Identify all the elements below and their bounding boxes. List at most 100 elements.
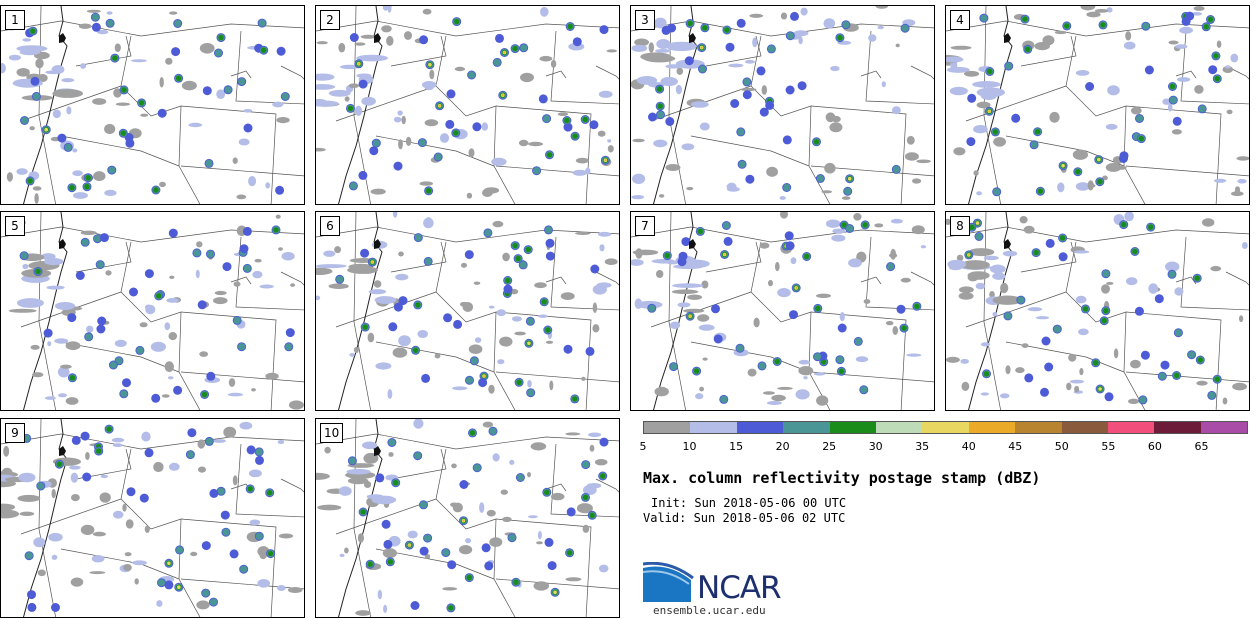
- convective-cell: [63, 142, 73, 152]
- reflectivity-echo: [47, 341, 52, 347]
- state-boundary: [353, 419, 371, 617]
- reflectivity-echo: [16, 298, 44, 308]
- reflectivity-echo: [855, 356, 869, 363]
- reflectivity-echo: [73, 192, 88, 199]
- reflectivity-echo: [459, 545, 473, 555]
- reflectivity-echo: [676, 67, 684, 75]
- reflectivity-echo: [798, 36, 803, 45]
- coastline: [653, 6, 698, 204]
- reflectivity-echo: [251, 388, 256, 392]
- reflectivity-echo: [338, 42, 346, 53]
- reflectivity-echo: [1130, 359, 1141, 369]
- reflectivity-echo: [992, 272, 1006, 280]
- reflectivity-echo: [695, 393, 704, 400]
- state-boundary: [810, 371, 934, 383]
- reflectivity-echo: [156, 600, 163, 607]
- reflectivity-echo: [357, 533, 364, 543]
- reflectivity-echo: [677, 302, 691, 308]
- convective-cell: [1135, 114, 1144, 123]
- reflectivity-echo: [1226, 109, 1233, 115]
- convective-cell: [1099, 316, 1109, 326]
- reflectivity-echo: [112, 443, 123, 448]
- reflectivity-echo: [771, 394, 786, 402]
- ensemble-member-panel: 4: [945, 5, 1250, 205]
- convective-cell: [782, 183, 792, 192]
- convective-cell: [518, 260, 528, 270]
- convective-cell: [459, 480, 469, 489]
- reflectivity-echo: [798, 366, 814, 376]
- puget-sound-echo: [374, 446, 381, 456]
- convective-cell: [483, 228, 493, 238]
- reflectivity-echo: [632, 138, 645, 143]
- reflectivity-echo: [777, 386, 793, 390]
- reflectivity-echo: [958, 292, 974, 300]
- reflectivity-echo: [228, 378, 236, 387]
- convective-cell: [655, 84, 665, 94]
- reflectivity-echo: [360, 34, 376, 39]
- convective-cell: [545, 238, 555, 248]
- state-boundary: [705, 241, 762, 273]
- convective-cell: [1073, 167, 1083, 177]
- reflectivity-echo: [1075, 295, 1087, 304]
- reflectivity-echo: [779, 196, 786, 200]
- convective-cell: [543, 325, 553, 335]
- reflectivity-echo: [632, 249, 659, 256]
- coastline: [968, 6, 1013, 204]
- reflectivity-echo: [1123, 41, 1136, 50]
- reflectivity-echo: [976, 191, 982, 196]
- reflectivity-echo: [316, 41, 328, 45]
- reflectivity-echo: [344, 547, 349, 554]
- state-boundary: [180, 105, 277, 204]
- state-boundary: [1005, 341, 1125, 373]
- convective-cell: [1004, 61, 1014, 71]
- reflectivity-echo: [89, 571, 106, 575]
- convective-cell: [472, 463, 482, 473]
- colorbar-segment: [1061, 422, 1108, 433]
- reflectivity-echo: [1074, 385, 1080, 393]
- state-boundary: [1175, 70, 1197, 79]
- state-boundary: [1, 226, 304, 243]
- reflectivity-echo: [355, 610, 371, 616]
- state-boundary: [1180, 236, 1249, 311]
- convective-cell: [222, 262, 232, 272]
- reflectivity-echo: [58, 393, 67, 398]
- state-boundary: [75, 448, 132, 480]
- reflectivity-echo: [489, 537, 503, 547]
- convective-cell: [1140, 350, 1150, 360]
- state-boundary: [1180, 30, 1249, 105]
- convective-cell: [1160, 360, 1170, 370]
- convective-cell: [765, 100, 775, 110]
- coastline: [338, 6, 383, 204]
- puget-sound-echo: [59, 446, 66, 456]
- reflectivity-echo: [466, 192, 473, 199]
- reflectivity-echo: [52, 109, 61, 119]
- convective-cell: [545, 251, 555, 261]
- colorbar-tick-label: 15: [729, 440, 744, 453]
- reflectivity-echo: [423, 217, 434, 229]
- reflectivity-echo: [354, 105, 363, 117]
- reflectivity-echo: [848, 258, 862, 268]
- reflectivity-echo: [1232, 382, 1247, 391]
- convective-cell: [647, 303, 657, 313]
- state-boundary: [353, 212, 371, 410]
- reflectivity-echo: [761, 85, 767, 95]
- convective-cell: [90, 12, 100, 22]
- reflectivity-echo: [1087, 180, 1094, 191]
- reflectivity-echo: [16, 168, 28, 175]
- reflectivity-echo: [1094, 9, 1109, 13]
- convective-cell: [815, 174, 825, 183]
- reflectivity-echo: [1126, 277, 1138, 286]
- convective-cell: [547, 561, 557, 571]
- convective-cell: [349, 33, 359, 42]
- reflectivity-echo: [839, 312, 845, 322]
- convective-cell: [360, 248, 370, 258]
- convective-cell: [265, 488, 275, 498]
- colorbar-tick-label: 45: [1008, 440, 1023, 453]
- reflectivity-echo: [80, 524, 95, 535]
- convective-cell: [1197, 104, 1207, 114]
- convective-cell: [200, 390, 210, 399]
- convective-cell: [1101, 306, 1111, 316]
- reflectivity-echo: [454, 66, 466, 72]
- reflectivity-echo: [594, 459, 608, 466]
- state-boundary: [1225, 271, 1249, 286]
